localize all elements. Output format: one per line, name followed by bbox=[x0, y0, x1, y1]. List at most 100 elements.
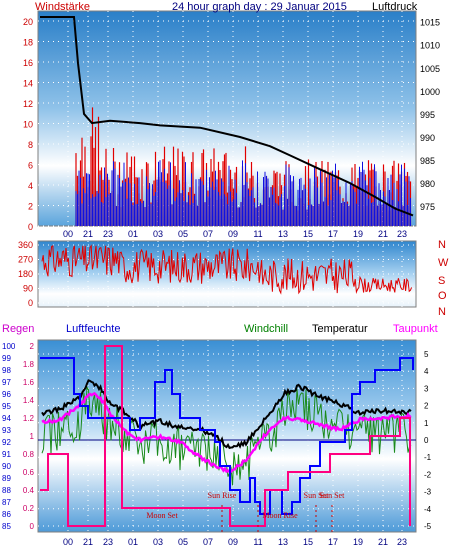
y-tick-label: 995 bbox=[420, 110, 435, 120]
y-tick-label: 8 bbox=[28, 140, 33, 150]
y-tick-label: 1.2 bbox=[23, 414, 35, 423]
y-tick-label: -4 bbox=[424, 505, 432, 514]
y-tick-label: 12 bbox=[23, 99, 33, 109]
y-tick-label: 0.6 bbox=[23, 468, 35, 477]
y-tick-label: 0 bbox=[28, 298, 33, 308]
y-tick-label: 6 bbox=[28, 161, 33, 171]
rain-y-ticks: 0 0.2 0.4 0.6 0.8 1 1.2 1.4 1.6 1.8 2 bbox=[23, 342, 35, 531]
humidity-line bbox=[40, 357, 414, 515]
x-tick-label: 21 bbox=[378, 229, 388, 239]
y-tick-label: 1015 bbox=[420, 18, 440, 28]
top-y-left-ticks: 0 2 4 6 8 10 12 14 16 18 20 bbox=[23, 17, 33, 232]
y-tick-label: 975 bbox=[420, 202, 435, 212]
right-axis-label: Luftdruck bbox=[372, 1, 418, 13]
y-tick-label: 360 bbox=[18, 240, 33, 250]
y-tick-label: 85 bbox=[2, 522, 11, 531]
astro-label: Sun Rise bbox=[208, 491, 237, 500]
dewpoint-line bbox=[41, 391, 412, 474]
y-tick-label: 92 bbox=[2, 438, 11, 447]
y-tick-label: 180 bbox=[18, 269, 33, 279]
humidity-label: Luftfeuchte bbox=[66, 323, 120, 335]
x-tick-label: 05 bbox=[178, 537, 188, 547]
y-tick-label: 2 bbox=[30, 342, 35, 351]
y-tick-label: 3 bbox=[424, 384, 429, 393]
y-tick-label: 87 bbox=[2, 498, 11, 507]
chart-title: 24 hour graph day : 29 Januar 2015 bbox=[172, 1, 347, 13]
y-tick-label: 89 bbox=[2, 474, 11, 483]
bottom-chart-frame bbox=[37, 339, 417, 533]
rain-line bbox=[40, 345, 411, 527]
astro-label: Sun Set bbox=[320, 491, 345, 500]
x-tick-label: 23 bbox=[103, 229, 113, 239]
x-tick-label: 03 bbox=[153, 229, 163, 239]
y-tick-label: 1 bbox=[424, 419, 429, 428]
x-tick-label: 23 bbox=[103, 537, 113, 547]
direction-label: W bbox=[438, 257, 449, 269]
y-tick-label: 94 bbox=[2, 414, 11, 423]
direction-label: N bbox=[438, 306, 446, 318]
x-tick-label: 09 bbox=[228, 229, 238, 239]
y-tick-label: 980 bbox=[420, 179, 435, 189]
wind-bars bbox=[75, 107, 412, 226]
windchill-label: Windchill bbox=[244, 323, 288, 335]
y-tick-label: 90 bbox=[2, 462, 11, 471]
y-tick-label: 0 bbox=[30, 522, 35, 531]
astro-label: Sun Set bbox=[304, 491, 329, 500]
left-axis-label: Windstärke bbox=[35, 1, 90, 13]
y-tick-label: 0 bbox=[28, 222, 33, 232]
x-tick-label: 23 bbox=[397, 229, 407, 239]
y-tick-label: 5 bbox=[424, 350, 429, 359]
y-tick-label: 98 bbox=[2, 366, 11, 375]
x-tick-label: 13 bbox=[278, 537, 288, 547]
y-tick-label: 1.4 bbox=[23, 396, 35, 405]
y-tick-label: 1005 bbox=[420, 64, 440, 74]
y-tick-label: 1010 bbox=[420, 41, 440, 51]
x-tick-label: 11 bbox=[253, 537, 262, 547]
y-tick-label: 93 bbox=[2, 426, 11, 435]
y-tick-label: 20 bbox=[23, 17, 33, 27]
y-tick-label: 990 bbox=[420, 133, 435, 143]
x-tick-label: 07 bbox=[203, 537, 213, 547]
y-tick-label: 1.8 bbox=[23, 360, 35, 369]
y-tick-label: 985 bbox=[420, 156, 435, 166]
x-tick-label: 07 bbox=[203, 229, 213, 239]
bottom-x-ticks: 00 21 23 01 03 05 07 09 11 13 15 17 19 21 23 bbox=[63, 537, 407, 547]
y-tick-label: 0.2 bbox=[23, 504, 35, 513]
astro-label: Moon Set bbox=[146, 511, 178, 520]
x-tick-label: 15 bbox=[303, 537, 313, 547]
mid-chart-grid bbox=[38, 241, 416, 307]
direction-label: S bbox=[438, 275, 445, 287]
astro-annotations: Sun Rise Sun Set Moon Set Moon Rise Sun Set bbox=[146, 491, 345, 532]
astro-label: Moon Rise bbox=[262, 511, 298, 520]
y-tick-label: 14 bbox=[23, 79, 33, 89]
direction-label: N bbox=[438, 239, 446, 251]
y-tick-label: 2 bbox=[424, 402, 429, 411]
x-tick-label: 01 bbox=[128, 537, 138, 547]
y-tick-label: 99 bbox=[2, 354, 11, 363]
x-tick-label: 21 bbox=[83, 229, 93, 239]
y-tick-label: 95 bbox=[2, 402, 11, 411]
windchill-line bbox=[41, 385, 412, 486]
x-tick-label: 05 bbox=[178, 229, 188, 239]
x-tick-label: 13 bbox=[278, 229, 288, 239]
y-tick-label: 90 bbox=[23, 284, 33, 294]
y-tick-label: -5 bbox=[424, 522, 432, 531]
mid-y-ticks: 0 90 180 270 360 bbox=[18, 240, 33, 308]
y-tick-label: 16 bbox=[23, 58, 33, 68]
y-tick-label: 2 bbox=[28, 202, 33, 212]
x-tick-label: 11 bbox=[253, 229, 262, 239]
x-tick-label: 19 bbox=[353, 537, 363, 547]
y-tick-label: 18 bbox=[23, 38, 33, 48]
x-tick-label: 15 bbox=[303, 229, 313, 239]
dewpoint-label: Taupunkt bbox=[393, 323, 438, 335]
direction-label: O bbox=[438, 290, 447, 302]
y-tick-label: 88 bbox=[2, 486, 11, 495]
y-tick-label: 0 bbox=[424, 436, 429, 445]
temperature-label: Temperatur bbox=[312, 323, 368, 335]
y-tick-label: -1 bbox=[424, 453, 432, 462]
y-tick-label: 10 bbox=[23, 120, 33, 130]
y-tick-label: 0.8 bbox=[23, 450, 35, 459]
